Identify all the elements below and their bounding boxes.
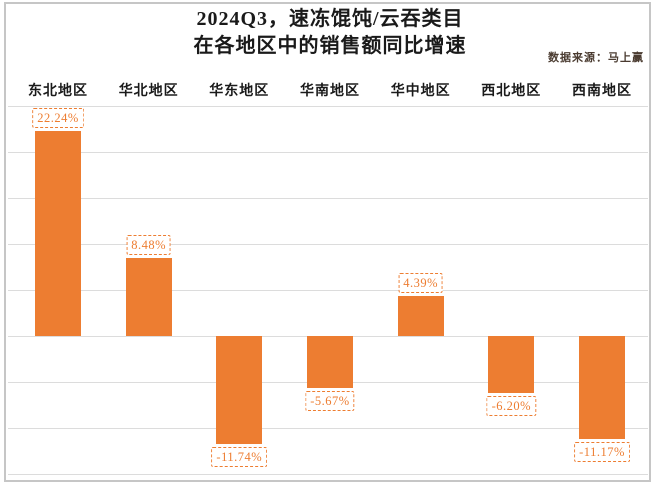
data-source-label: 数据来源：马上赢: [548, 52, 644, 64]
gridline: [8, 428, 648, 430]
bar: [35, 131, 81, 336]
bar: [216, 336, 263, 445]
bar: [125, 257, 172, 336]
bar: [397, 295, 444, 336]
gridline: [8, 105, 648, 107]
bar: [488, 336, 535, 394]
value-label: -6.20%: [486, 396, 537, 417]
category-label: 西北地区: [481, 84, 542, 99]
category-label: 东北地区: [28, 84, 88, 99]
value-label: 8.48%: [126, 234, 172, 255]
category-label: 华北地区: [118, 84, 179, 99]
category-label: 华东地区: [209, 84, 270, 99]
chart-title: 2024Q3，速冻馄饨/云吞类目 在各地区中的销售额同比增速: [0, 6, 660, 60]
value-label: -5.67%: [305, 391, 355, 412]
value-label: 4.39%: [398, 272, 444, 293]
category-label: 华南地区: [300, 84, 360, 99]
gridline: [8, 474, 648, 476]
gridline: [8, 243, 648, 245]
chart-title-line1: 2024Q3，速冻馄饨/云吞类目: [196, 8, 464, 30]
category-label: 西南地区: [572, 84, 632, 99]
gridline: [8, 197, 648, 199]
gridline: [8, 289, 648, 291]
bar: [579, 336, 625, 439]
value-label: 22.24%: [32, 108, 84, 129]
gridline: [8, 151, 648, 153]
bar: [307, 336, 353, 389]
category-label: 华中地区: [390, 84, 451, 99]
value-label: -11.17%: [574, 441, 630, 462]
chart-title-line2: 在各地区中的销售额同比增速: [193, 35, 467, 57]
value-label: -11.74%: [211, 447, 268, 468]
